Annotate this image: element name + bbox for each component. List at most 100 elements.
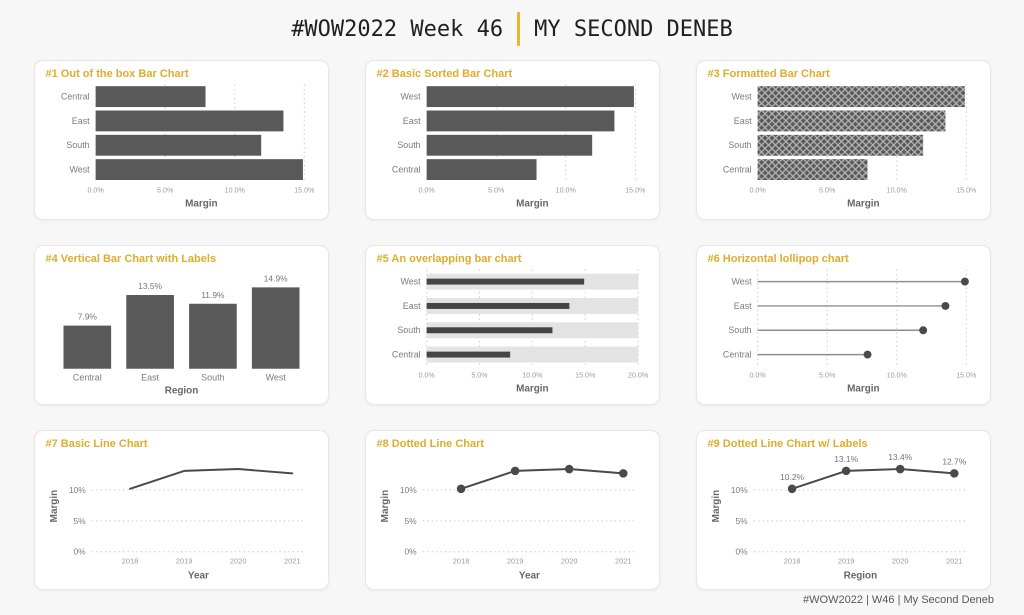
bar-west[interactable] (251, 287, 300, 369)
data-label-south: 11.9% (201, 290, 225, 300)
bar-central[interactable] (426, 351, 510, 358)
bar-central[interactable] (757, 159, 868, 181)
y-tick-label: 0% (404, 547, 417, 557)
point-2021[interactable] (949, 469, 959, 478)
chart-grid: #1 Out of the box Bar Chart Central East S… (0, 58, 1024, 590)
chart-card-7: #7 Basic Line Chart 0% 5% 10% Margin 2018 201… (33, 430, 329, 590)
point-2021[interactable] (618, 469, 628, 478)
chart-card-8: #8 Dotted Line Chart 0% 5% 10% Margin 2018 20… (364, 430, 660, 590)
category-label-east: East (71, 116, 89, 126)
x-tick-label: 2020 (891, 557, 908, 566)
bar-south[interactable] (426, 134, 592, 156)
category-label-south: South (728, 140, 751, 150)
x-tick-label: 2021 (945, 557, 962, 566)
line-series[interactable] (459, 468, 624, 490)
bar-west[interactable] (426, 278, 584, 285)
chart-canvas-9[interactable]: 0% 5% 10% Margin 10.2% 2018 13.1% 2019 13.4% 2020… (706, 452, 981, 582)
bar-south[interactable] (757, 134, 923, 156)
x-tick-label: 5.0% (819, 372, 836, 380)
chart-canvas-6[interactable]: West East South Central 0.0% 5.0% 10.0% 15.0% Ma… (706, 267, 981, 397)
x-tick-label: 15.0% (956, 187, 977, 195)
category-label-west: West (731, 277, 752, 287)
bar-central[interactable] (62, 325, 111, 369)
chart-card-1: #1 Out of the box Bar Chart Central East S… (33, 60, 329, 220)
data-label-west: 14.9% (263, 273, 287, 283)
category-label-south: South (201, 373, 224, 383)
bar-east[interactable] (426, 302, 569, 309)
y-tick-label: 10% (68, 485, 85, 495)
y-tick-label: 0% (73, 547, 86, 557)
x-axis-title: Region (164, 386, 198, 397)
bar-west[interactable] (95, 159, 303, 181)
category-label-central: Central (391, 350, 420, 360)
lollipop-dot-south[interactable] (918, 326, 927, 335)
data-label-2019: 13.1% (834, 454, 858, 464)
chart-title-1: #1 Out of the box Bar Chart (45, 68, 189, 80)
bar-east[interactable] (757, 110, 945, 132)
chart-title-7: #7 Basic Line Chart (45, 438, 148, 450)
y-tick-label: 10% (730, 485, 747, 495)
chart-card-6: #6 Horizontal lollipop chart West East Sou… (695, 245, 991, 405)
x-axis-title: Margin (185, 199, 217, 210)
bar-east[interactable] (125, 295, 174, 369)
bar-south[interactable] (95, 134, 261, 156)
bar-central[interactable] (95, 86, 206, 108)
chart-canvas-4[interactable]: 7.9% Central 13.5% East 11.9% South 14.9% West R… (44, 267, 319, 397)
x-axis-title: Margin (516, 199, 548, 210)
lollipop-dot-central[interactable] (863, 350, 872, 359)
x-tick-label: 2019 (506, 557, 523, 566)
x-tick-label: 15.0% (294, 187, 315, 195)
category-label-central: Central (60, 92, 89, 102)
chart-title-9: #9 Dotted Line Chart w/ Labels (707, 438, 868, 450)
category-label-south: South (397, 325, 420, 335)
y-tick-label: 5% (735, 516, 748, 526)
category-label-central: Central (722, 165, 751, 175)
data-label-east: 13.5% (138, 281, 162, 291)
x-tick-label: 0.0% (749, 187, 766, 195)
point-2020[interactable] (564, 464, 573, 474)
x-tick-label: 10.0% (886, 187, 907, 195)
point-2018[interactable] (787, 484, 796, 494)
chart-canvas-7[interactable]: 0% 5% 10% Margin 2018 2019 2020 2021 Year (44, 452, 319, 582)
bar-west[interactable] (426, 86, 634, 108)
bar-east[interactable] (95, 110, 283, 132)
point-2019[interactable] (841, 466, 850, 476)
category-label-central: Central (72, 373, 101, 383)
x-tick-label: 0.0% (87, 187, 104, 195)
category-label-west: West (731, 92, 752, 102)
x-tick-label: 2020 (560, 557, 577, 566)
category-label-east: East (402, 301, 420, 311)
x-tick-label: 2019 (175, 557, 192, 566)
chart-canvas-1[interactable]: Central East South West 0.0% 5.0% 10.0% 15.0% Ma… (44, 82, 319, 212)
data-label-central: 7.9% (77, 312, 97, 322)
bar-east[interactable] (426, 110, 614, 132)
chart-canvas-3[interactable]: West East South Central 0.0% 5.0% 10.0% 15.0% Ma… (706, 82, 981, 212)
bar-south[interactable] (426, 327, 552, 334)
category-label-west: West (265, 373, 286, 383)
bar-south[interactable] (188, 303, 237, 369)
bar-central[interactable] (426, 159, 537, 181)
line-series[interactable] (790, 468, 955, 490)
point-2019[interactable] (510, 466, 519, 476)
chart-canvas-8[interactable]: 0% 5% 10% Margin 2018 2019 2020 2021 Year (375, 452, 650, 582)
category-label-west: West (400, 92, 421, 102)
footer-caption: #WOW2022 | W46 | My Second Deneb (803, 594, 994, 606)
lollipop-dot-east[interactable] (940, 301, 949, 310)
x-tick-label: 2020 (229, 557, 246, 566)
line-series[interactable] (128, 468, 293, 490)
x-tick-label: 5.0% (819, 187, 836, 195)
lollipop-dot-west[interactable] (960, 277, 969, 286)
x-axis-title: Margin (847, 384, 879, 395)
chart-canvas-5[interactable]: West East South Central 0.0% 5.0% 10.0% 15.0% 20… (375, 267, 650, 397)
category-label-east: East (141, 373, 159, 383)
point-2020[interactable] (895, 464, 904, 474)
x-tick-label: 20.0% (627, 372, 648, 380)
chart-canvas-2[interactable]: West East South Central 0.0% 5.0% 10.0% 15.0% Ma… (375, 82, 650, 212)
background-bar-central (426, 346, 638, 363)
bar-west[interactable] (757, 86, 965, 108)
x-tick-label: 2018 (783, 557, 800, 566)
point-2018[interactable] (456, 484, 465, 494)
data-label-2021: 12.7% (942, 456, 966, 466)
x-tick-label: 0.0% (749, 372, 766, 380)
x-axis-title: Year (187, 571, 208, 582)
